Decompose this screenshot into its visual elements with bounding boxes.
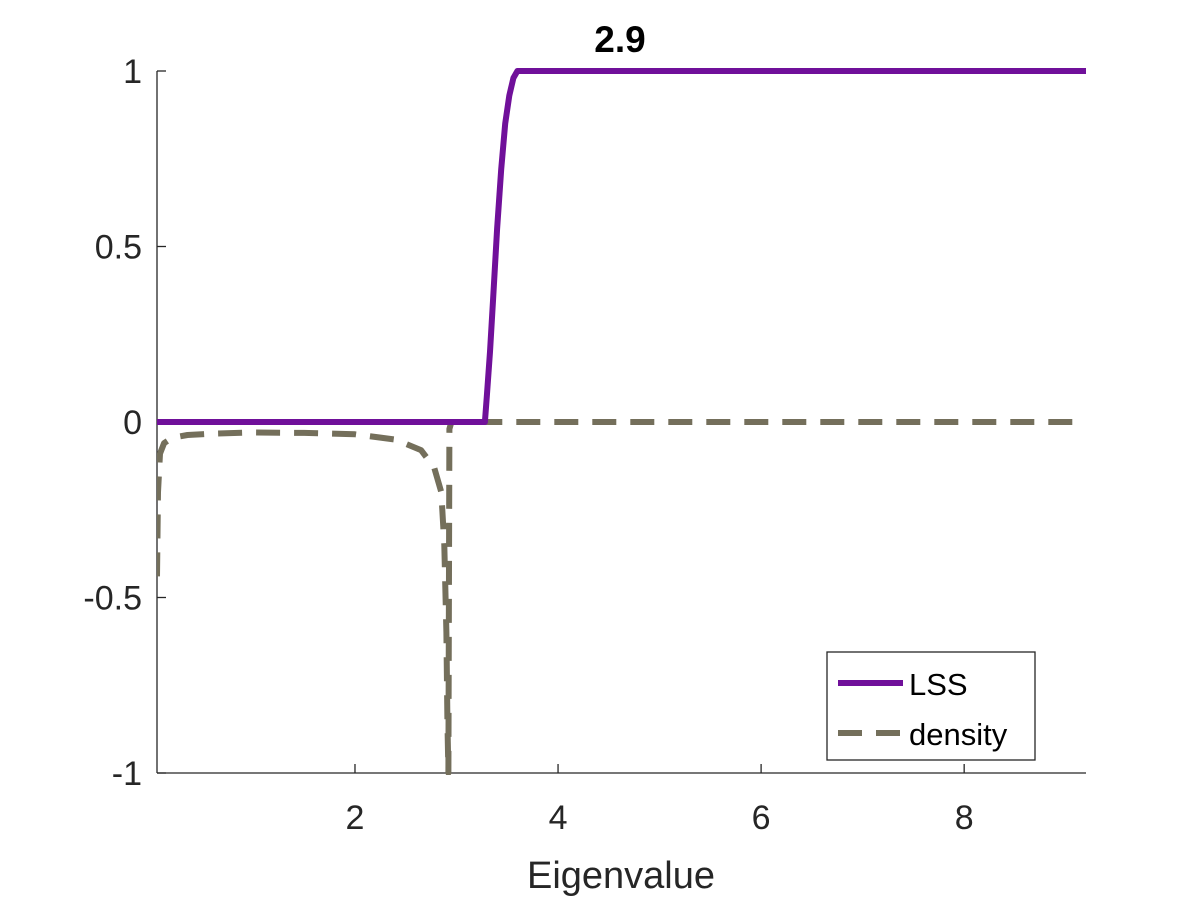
y-tick-label: 0	[123, 404, 142, 442]
y-tick-label: -0.5	[83, 580, 142, 618]
legend-label-density: density	[909, 717, 1008, 752]
legend: LSS density	[826, 651, 1036, 761]
x-tick-label: 2	[346, 799, 365, 837]
legend-label-lss: LSS	[909, 667, 968, 702]
y-tick-label: 1	[123, 53, 142, 91]
chart-title: 2.9	[594, 19, 645, 60]
x-tick-label: 4	[549, 799, 568, 837]
series-layer	[157, 68, 1086, 775]
y-tick-label: 0.5	[95, 229, 142, 267]
legend-box	[826, 651, 1036, 761]
y-tick-label: -1	[112, 755, 142, 793]
axes: 2 4 6 8 -1 -0.5 0 0.5 1	[83, 53, 1086, 837]
series-lss-line	[157, 68, 1086, 425]
x-axis-label: Eigenvalue	[527, 855, 715, 897]
x-tick-label: 8	[955, 799, 974, 837]
x-tick-label: 6	[752, 799, 771, 837]
